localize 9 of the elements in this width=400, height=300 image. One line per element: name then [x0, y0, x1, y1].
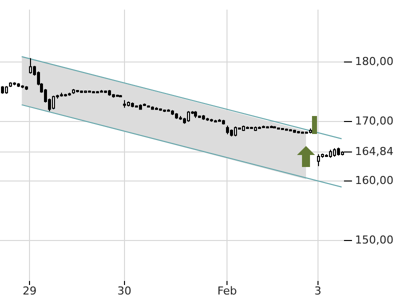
y-tick-label: 180,00	[355, 54, 394, 68]
y-tick-label: 170,00	[355, 114, 394, 128]
x-tick-label: 30	[117, 284, 132, 298]
x-tick-label: 29	[22, 284, 37, 298]
x-tick-label: 3	[314, 284, 322, 298]
y-tick-label: 164,84	[355, 145, 394, 158]
y-tick-label: 160,00	[355, 174, 394, 187]
y-tick-label: 150,00	[355, 233, 394, 246]
x-tick-label: Feb	[217, 284, 237, 298]
